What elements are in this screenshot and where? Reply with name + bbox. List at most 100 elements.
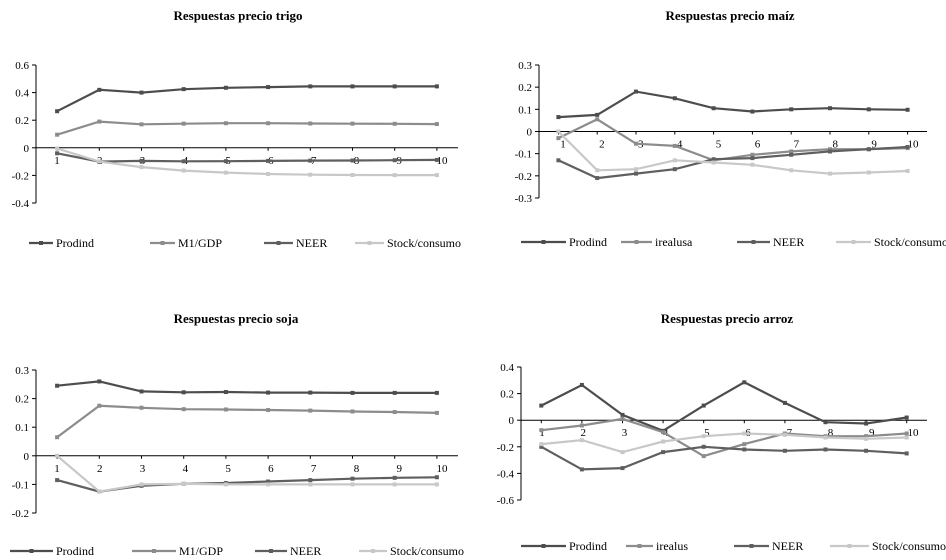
data-point [392, 173, 397, 178]
series-line [557, 145, 908, 180]
x-tick-label: 5 [716, 139, 722, 151]
data-point [556, 115, 561, 120]
data-point [139, 90, 144, 95]
data-point [866, 170, 871, 175]
y-tick-label: -0.2 [12, 170, 29, 182]
series-line [56, 152, 437, 163]
data-point [308, 158, 313, 163]
data-point [97, 119, 102, 124]
x-tick-label: 10 [437, 155, 449, 167]
legend-label: NEER [772, 539, 803, 553]
data-point [97, 159, 102, 164]
y-tick-label: -0.4 [497, 468, 515, 480]
data-point [672, 158, 677, 163]
legend-marker [29, 549, 34, 553]
data-point [308, 408, 313, 413]
data-point [579, 382, 584, 387]
data-point [866, 147, 871, 152]
y-tick-label: -0.2 [12, 508, 29, 520]
data-point [634, 141, 638, 146]
x-tick-label: 4 [183, 463, 189, 475]
legend-label: Prodind [56, 544, 94, 558]
y-tick-label: 0.3 [15, 365, 29, 377]
series-line [541, 432, 907, 454]
data-point [742, 380, 747, 385]
data-point [181, 407, 186, 412]
data-point [350, 84, 355, 89]
data-point [139, 165, 144, 170]
legend-label: Prodind [569, 235, 607, 249]
legend-label: Stock/consumo [874, 235, 946, 249]
data-point [823, 420, 828, 425]
x-tick-label: 1 [54, 463, 60, 475]
y-tick-label: 0.2 [15, 394, 29, 406]
y-tick-label: 0 [24, 143, 30, 155]
data-point [434, 122, 439, 127]
data-point [350, 476, 355, 481]
data-point [904, 451, 909, 456]
x-tick-label: 3 [140, 463, 146, 475]
data-point [434, 173, 439, 178]
legend-label: irealusa [655, 235, 693, 249]
x-tick-label: 2 [580, 427, 586, 439]
series-line [56, 380, 437, 394]
legend-marker [160, 241, 165, 245]
data-point [223, 85, 228, 90]
x-tick-label: 8 [832, 139, 838, 151]
legend-label: NEER [296, 236, 327, 250]
x-tick-label: 1 [539, 427, 545, 439]
y-tick-label: -0.6 [497, 495, 515, 507]
data-point [620, 416, 625, 421]
x-tick-label: 7 [311, 463, 317, 475]
data-point [181, 121, 186, 126]
x-tick-label: 6 [268, 463, 274, 475]
x-tick-label: 8 [354, 463, 360, 475]
series-line [557, 118, 908, 162]
data-point [308, 478, 313, 483]
data-point [620, 450, 625, 455]
data-point [828, 147, 832, 152]
data-point [539, 403, 544, 408]
data-point [55, 435, 60, 440]
data-point [392, 475, 397, 480]
x-tick-label: 10 [908, 427, 920, 439]
data-point [539, 428, 544, 433]
data-point [266, 158, 271, 163]
data-point [308, 121, 313, 126]
data-point [434, 157, 439, 162]
data-point [392, 84, 397, 89]
data-point [672, 167, 677, 172]
legend-marker [541, 240, 546, 244]
data-point [55, 453, 60, 458]
data-point [634, 89, 638, 94]
data-point [905, 107, 910, 112]
data-point [823, 447, 828, 452]
data-point [742, 447, 747, 452]
y-tick-label: -0.4 [12, 198, 30, 210]
y-tick-label: 0.2 [15, 115, 29, 127]
y-tick-label: 0 [509, 415, 515, 427]
data-point [672, 96, 677, 101]
data-point [661, 450, 666, 455]
data-point [308, 172, 313, 177]
data-point [434, 475, 439, 480]
data-point [661, 439, 666, 444]
x-tick-label: 10 [437, 463, 449, 475]
chart-panel: Respuestas precio soja -0.2 -0.1 0 0.1 0.2 0.3… [10, 311, 464, 558]
series-line [56, 404, 437, 439]
y-tick-label: 0 [527, 127, 533, 139]
chart-title: Respuestas precio arroz [661, 311, 794, 326]
data-point [55, 478, 60, 483]
legend-marker [637, 544, 642, 548]
data-point [864, 436, 869, 441]
data-point [266, 479, 271, 484]
x-tick-label: 9 [396, 463, 402, 475]
legend-marker [634, 240, 639, 244]
data-point [308, 482, 313, 487]
data-point [789, 152, 794, 157]
y-tick-label: -0.1 [515, 149, 532, 161]
legend-marker [39, 241, 43, 245]
data-point [595, 117, 600, 122]
data-point [223, 407, 228, 412]
data-point [634, 171, 638, 176]
